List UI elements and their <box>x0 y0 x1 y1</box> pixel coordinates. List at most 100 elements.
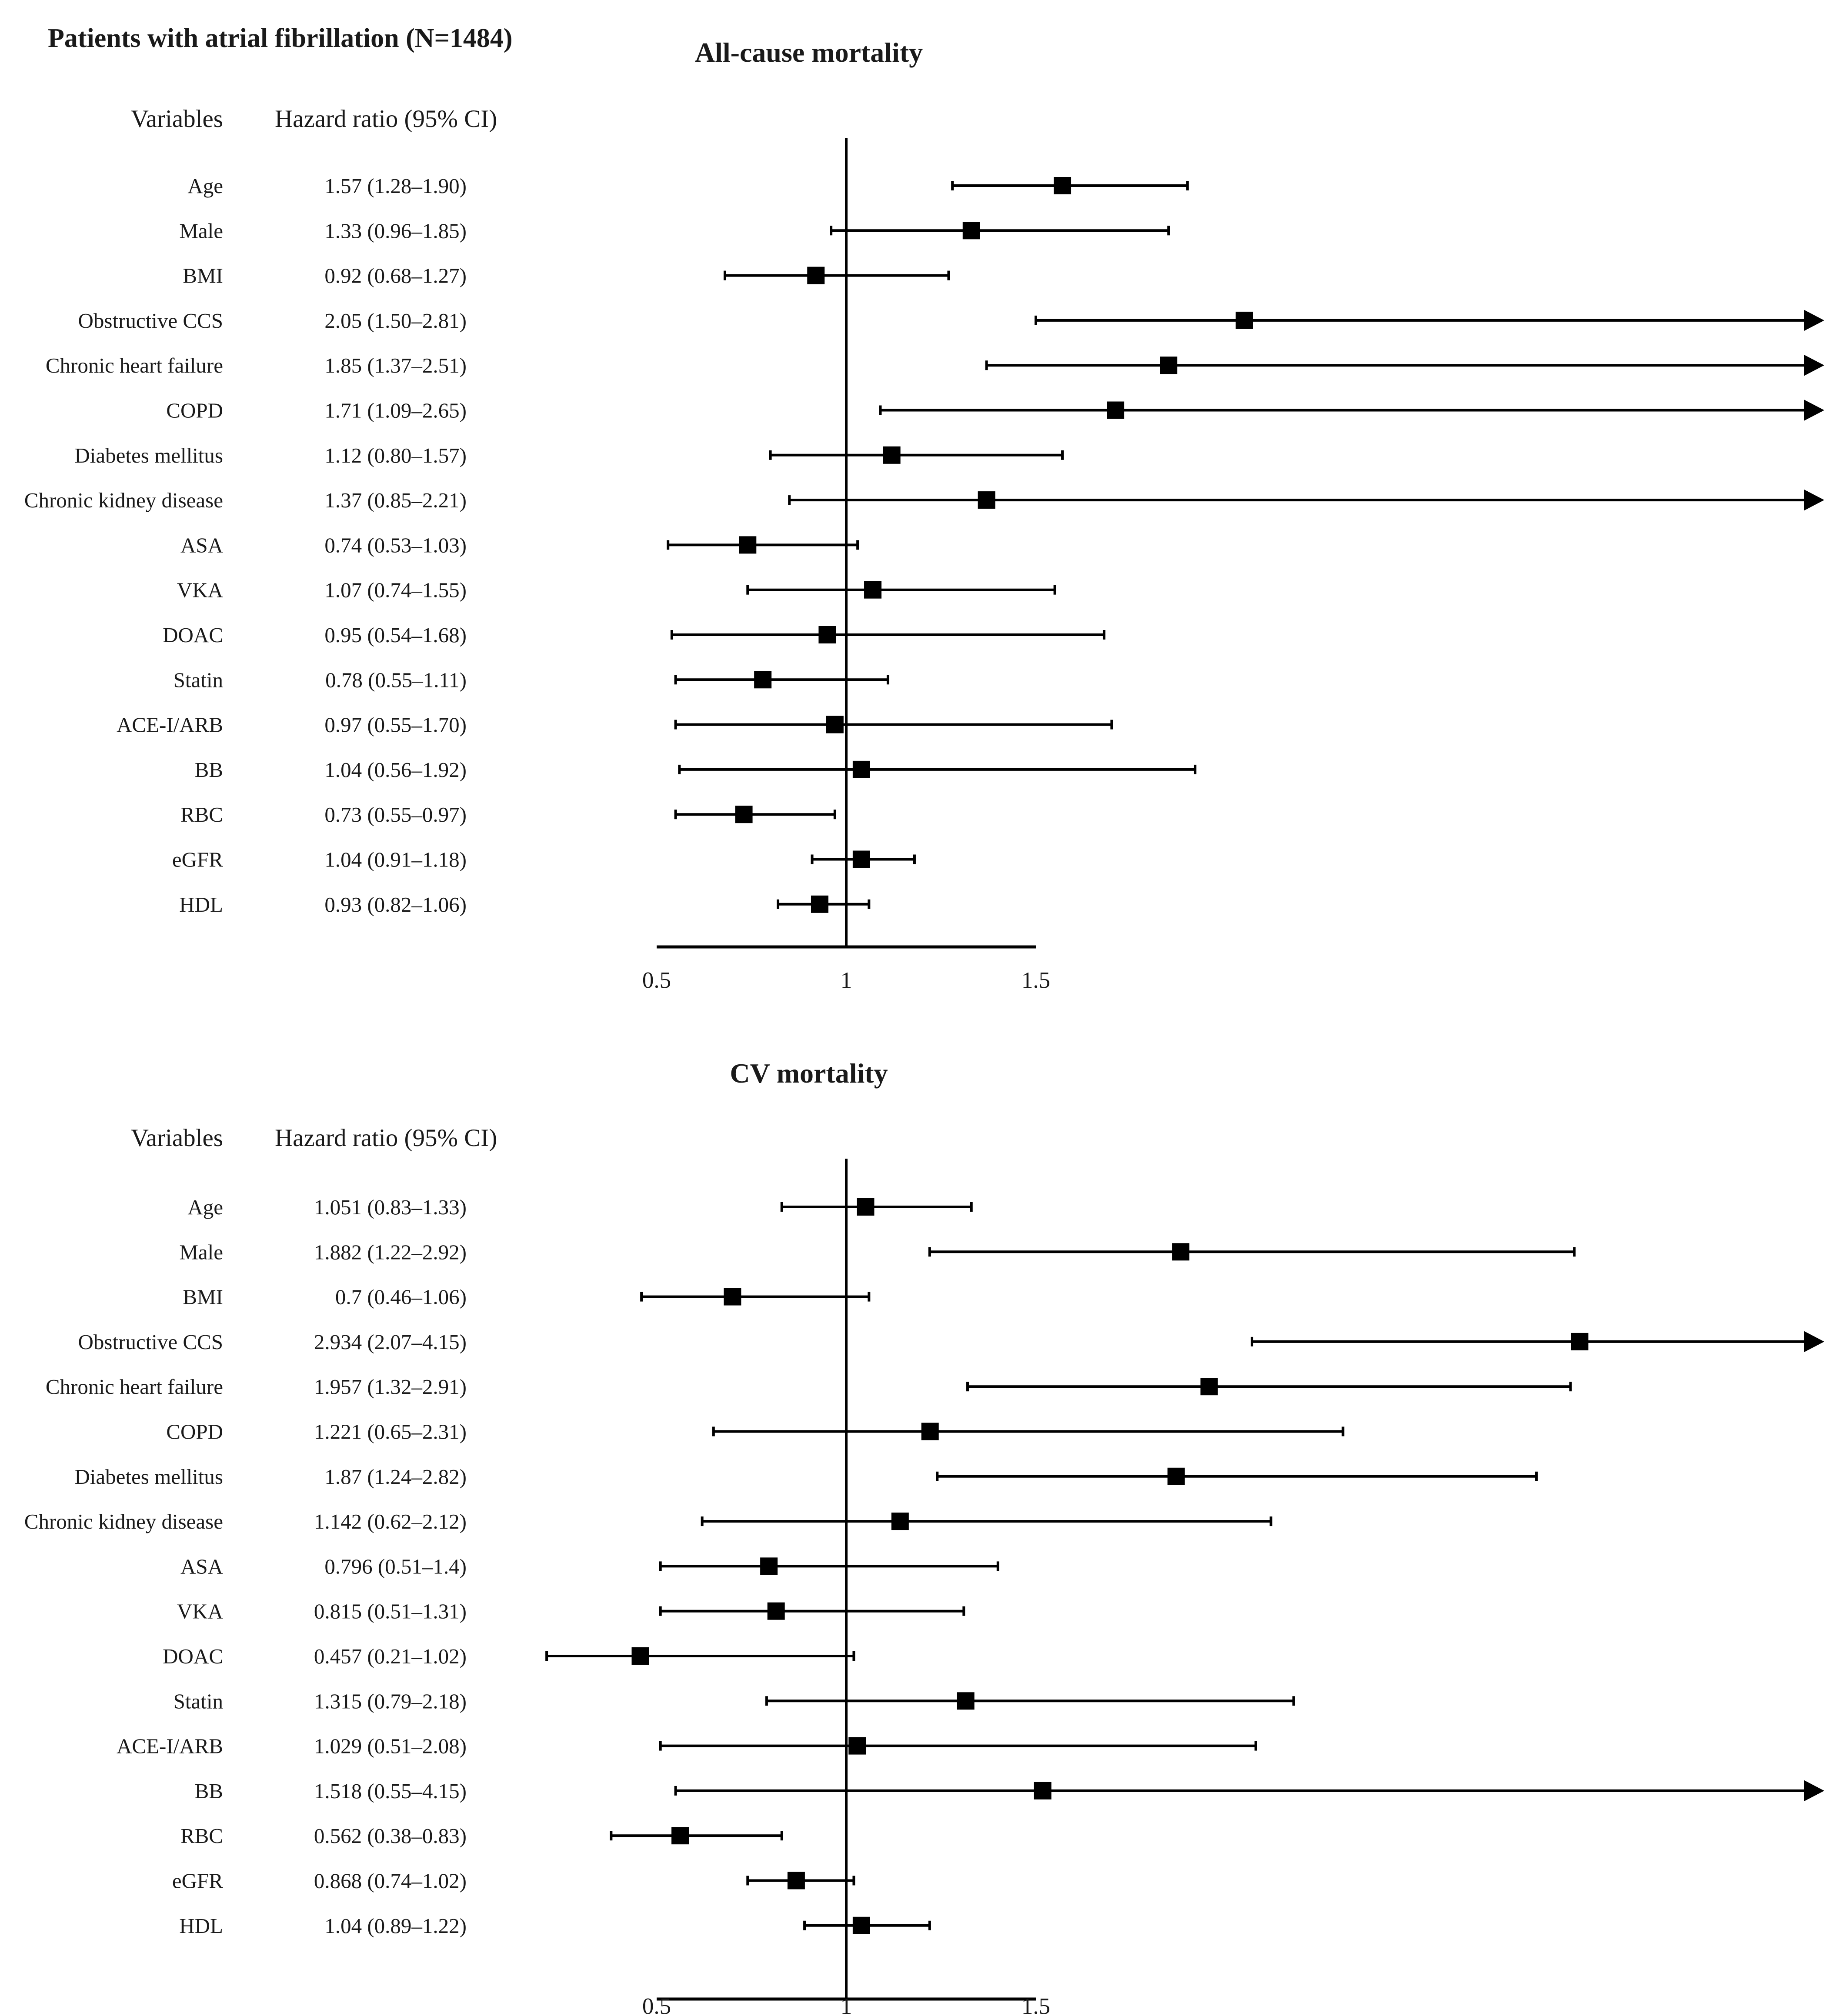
variables-column-header: Variables <box>131 105 223 133</box>
forest-row-ace-i-arb: ACE-I/ARB 1.029 (0.51–2.08) <box>117 1734 1257 1758</box>
hazard-ratio-text: 0.78 (0.55–1.11) <box>325 668 467 692</box>
forest-row-rbc: RBC 0.562 (0.38–0.83) <box>180 1824 783 1848</box>
hazard-ratio-text: 0.73 (0.55–0.97) <box>324 803 467 826</box>
hazard-ratio-text: 1.04 (0.56–1.92) <box>324 758 467 782</box>
variable-label: Chronic heart failure <box>46 1375 223 1399</box>
point-estimate-marker <box>891 1513 909 1530</box>
hazard-ratio-text: 1.12 (0.80–1.57) <box>324 443 467 467</box>
variable-label: DOAC <box>163 1644 223 1668</box>
point-estimate-marker <box>826 716 844 733</box>
point-estimate-marker <box>724 1288 741 1306</box>
hazard-ratio-text: 1.221 (0.65–2.31) <box>314 1420 467 1444</box>
forest-row-egfr: eGFR 0.868 (0.74–1.02) <box>172 1869 855 1893</box>
point-estimate-marker <box>1160 357 1178 374</box>
point-estimate-marker <box>848 1737 866 1755</box>
variable-label: Male <box>179 219 223 243</box>
hazard-ratio-text: 1.518 (0.55–4.15) <box>314 1779 467 1803</box>
x-tick-label: 1.5 <box>1021 968 1050 993</box>
point-estimate-marker <box>921 1423 939 1440</box>
variable-label: eGFR <box>172 1869 223 1893</box>
forest-row-copd: COPD 1.221 (0.65–2.31) <box>166 1420 1345 1444</box>
hazard-ratio-text: 1.87 (1.24–2.82) <box>324 1465 467 1489</box>
variable-label: HDL <box>179 1914 223 1938</box>
variable-label: COPD <box>166 1420 223 1444</box>
variable-label: Age <box>187 174 223 198</box>
variable-label: BMI <box>183 264 223 288</box>
x-tick-label: 0.5 <box>642 1994 671 2016</box>
hazard-ratio-text: 1.71 (1.09–2.65) <box>324 399 467 423</box>
hazard-ratio-text: 1.957 (1.32–2.91) <box>314 1375 467 1399</box>
forest-panel-1: All-cause mortality Variables Hazard ratio… <box>24 37 1824 993</box>
forest-row-statin: Statin 1.315 (0.79–2.18) <box>174 1689 1295 1713</box>
hazard-ratio-text: 0.796 (0.51–1.4) <box>324 1554 467 1578</box>
forest-row-age: Age 1.57 (1.28–1.90) <box>187 174 1189 198</box>
variable-label: Chronic kidney disease <box>24 488 223 512</box>
variable-label: BB <box>195 1779 223 1803</box>
hazard-ratio-text: 1.051 (0.83–1.33) <box>314 1195 467 1219</box>
variable-label: ASA <box>180 1554 224 1578</box>
point-estimate-marker <box>754 671 772 689</box>
hazard-ratio-text: 2.05 (1.50–2.81) <box>324 309 467 333</box>
variable-label: Male <box>179 1240 223 1264</box>
hazard-ratio-text: 0.74 (0.53–1.03) <box>324 533 467 557</box>
forest-row-obstructive-ccs: Obstructive CCS 2.05 (1.50–2.81) <box>78 309 1824 333</box>
forest-row-hdl: HDL 1.04 (0.89–1.22) <box>179 1914 931 1938</box>
hazard-ratio-text: 1.37 (0.85–2.21) <box>324 488 467 512</box>
hazard-ratio-text: 0.457 (0.21–1.02) <box>314 1644 467 1668</box>
hazard-ratio-text: 1.142 (0.62–2.12) <box>314 1510 467 1533</box>
variable-label: BMI <box>183 1285 223 1309</box>
hazard-ratio-text: 0.95 (0.54–1.68) <box>324 623 467 647</box>
hazard-ratio-column-header: Hazard ratio (95% CI) <box>275 105 497 133</box>
variable-label: Diabetes mellitus <box>74 1465 223 1489</box>
variable-label: HDL <box>179 893 223 916</box>
variable-label: Obstructive CCS <box>78 309 223 333</box>
variable-label: ACE-I/ARB <box>117 713 223 737</box>
hazard-ratio-text: 1.07 (0.74–1.55) <box>324 578 467 602</box>
point-estimate-marker <box>852 1916 870 1934</box>
point-estimate-marker <box>1200 1378 1218 1396</box>
point-estimate-marker <box>962 222 980 240</box>
point-estimate-marker <box>857 1198 875 1216</box>
hazard-ratio-text: 1.04 (0.89–1.22) <box>324 1914 467 1938</box>
point-estimate-marker <box>1034 1782 1052 1799</box>
hazard-ratio-text: 0.7 (0.46–1.06) <box>335 1285 467 1309</box>
forest-row-male: Male 1.882 (1.22–2.92) <box>179 1240 1576 1264</box>
point-estimate-marker <box>735 806 753 823</box>
point-estimate-marker <box>864 581 882 599</box>
forest-row-ace-i-arb: ACE-I/ARB 0.97 (0.55–1.70) <box>117 713 1113 737</box>
point-estimate-marker <box>1571 1333 1589 1350</box>
forest-row-bb: BB 1.518 (0.55–4.15) <box>195 1779 1824 1803</box>
point-estimate-marker <box>1107 401 1125 419</box>
forest-row-vka: VKA 0.815 (0.51–1.31) <box>177 1599 965 1623</box>
variables-column-header: Variables <box>131 1124 223 1152</box>
variable-label: Chronic heart failure <box>46 353 223 377</box>
figure-title: Patients with atrial fibrillation (N=148… <box>48 23 513 53</box>
point-estimate-marker <box>1054 177 1072 194</box>
hazard-ratio-text: 1.85 (1.37–2.51) <box>324 353 467 377</box>
point-estimate-marker <box>787 1872 805 1889</box>
forest-row-chronic-heart-failure: Chronic heart failure 1.957 (1.32–2.91) <box>46 1375 1572 1399</box>
forest-row-statin: Statin 0.78 (0.55–1.11) <box>174 668 889 692</box>
forest-row-bmi: BMI 0.92 (0.68–1.27) <box>183 264 950 288</box>
forest-row-diabetes-mellitus: Diabetes mellitus 1.87 (1.24–2.82) <box>74 1465 1538 1489</box>
forest-row-rbc: RBC 0.73 (0.55–0.97) <box>180 803 836 826</box>
point-estimate-marker <box>852 850 870 868</box>
forest-row-bb: BB 1.04 (0.56–1.92) <box>195 758 1197 782</box>
hazard-ratio-text: 0.868 (0.74–1.02) <box>314 1869 467 1893</box>
forest-row-doac: DOAC 0.457 (0.21–1.02) <box>163 1644 855 1668</box>
forest-row-vka: VKA 1.07 (0.74–1.55) <box>177 578 1056 602</box>
panel-title: CV mortality <box>730 1058 888 1089</box>
ci-arrow-head <box>1804 400 1824 421</box>
forest-row-diabetes-mellitus: Diabetes mellitus 1.12 (0.80–1.57) <box>74 443 1064 467</box>
hazard-ratio-text: 1.315 (0.79–2.18) <box>314 1689 467 1713</box>
ci-arrow-head <box>1804 1780 1824 1801</box>
forest-row-hdl: HDL 0.93 (0.82–1.06) <box>179 893 871 916</box>
variable-label: Diabetes mellitus <box>74 443 223 467</box>
x-tick-label: 1 <box>841 1994 852 2016</box>
point-estimate-marker <box>671 1827 689 1845</box>
point-estimate-marker <box>852 760 870 778</box>
variable-label: ASA <box>180 533 224 557</box>
hazard-ratio-text: 0.97 (0.55–1.70) <box>324 713 467 737</box>
variable-label: ACE-I/ARB <box>117 1734 223 1758</box>
